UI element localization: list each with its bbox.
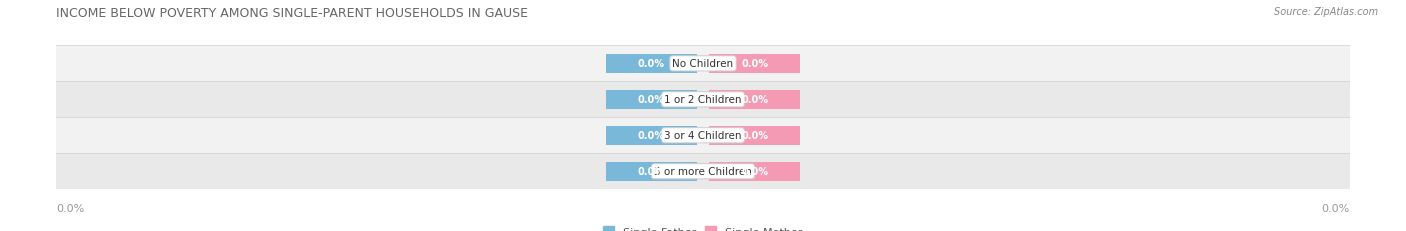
Bar bbox=[56, 46, 1350, 82]
Text: 1 or 2 Children: 1 or 2 Children bbox=[664, 95, 742, 105]
Text: 3 or 4 Children: 3 or 4 Children bbox=[664, 131, 742, 141]
Text: 0.0%: 0.0% bbox=[56, 203, 84, 213]
Bar bbox=[56, 154, 1350, 189]
Bar bbox=[606, 55, 696, 73]
Text: 5 or more Children: 5 or more Children bbox=[654, 167, 752, 176]
Bar bbox=[710, 162, 800, 181]
Text: 0.0%: 0.0% bbox=[741, 167, 768, 176]
Text: 0.0%: 0.0% bbox=[1322, 203, 1350, 213]
Bar bbox=[56, 118, 1350, 154]
Text: 0.0%: 0.0% bbox=[741, 131, 768, 141]
Bar bbox=[606, 162, 696, 181]
Text: 0.0%: 0.0% bbox=[741, 59, 768, 69]
Text: 0.0%: 0.0% bbox=[638, 59, 665, 69]
Bar bbox=[606, 126, 696, 145]
Text: INCOME BELOW POVERTY AMONG SINGLE-PARENT HOUSEHOLDS IN GAUSE: INCOME BELOW POVERTY AMONG SINGLE-PARENT… bbox=[56, 7, 529, 20]
Text: 0.0%: 0.0% bbox=[638, 131, 665, 141]
Text: 0.0%: 0.0% bbox=[638, 167, 665, 176]
Bar bbox=[710, 91, 800, 109]
Bar bbox=[606, 91, 696, 109]
Text: Source: ZipAtlas.com: Source: ZipAtlas.com bbox=[1274, 7, 1378, 17]
Text: 0.0%: 0.0% bbox=[741, 95, 768, 105]
Bar bbox=[710, 126, 800, 145]
Bar bbox=[710, 55, 800, 73]
Text: No Children: No Children bbox=[672, 59, 734, 69]
Text: 0.0%: 0.0% bbox=[638, 95, 665, 105]
Legend: Single Father, Single Mother: Single Father, Single Mother bbox=[603, 226, 803, 231]
Bar bbox=[56, 82, 1350, 118]
